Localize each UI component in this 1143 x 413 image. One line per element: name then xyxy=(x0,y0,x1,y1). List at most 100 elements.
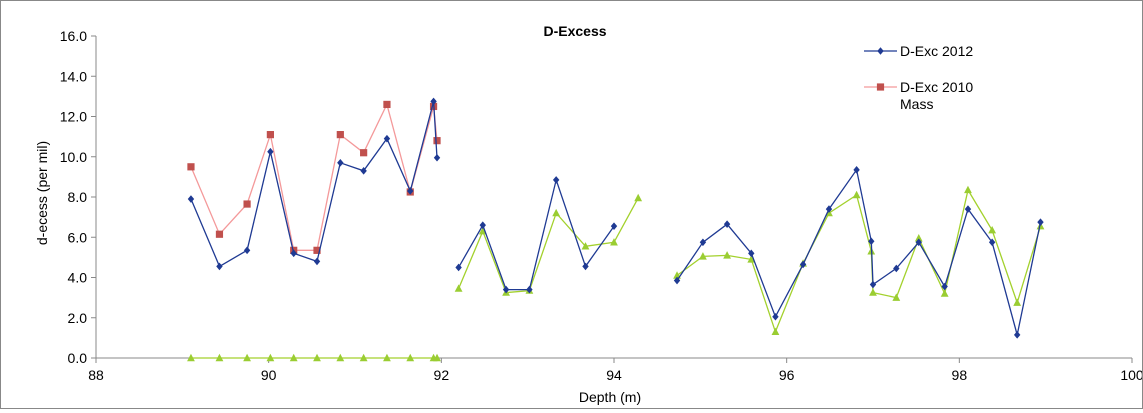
data-point-diamond xyxy=(1013,331,1021,339)
data-point-diamond xyxy=(853,166,860,174)
data-point-square xyxy=(433,137,441,145)
data-point-triangle xyxy=(610,238,618,246)
series-unlabeled-2 xyxy=(187,185,1045,362)
data-point-square xyxy=(243,200,251,208)
data-point-diamond xyxy=(455,263,462,272)
data-point-triangle xyxy=(215,353,224,362)
series-d-exc-2010-mass xyxy=(187,100,441,254)
tick-labels: 0.0 2.0 4.0 6.0 8.0 10.0 12.0 14.0 16.0 88 90 92 94 9… xyxy=(60,28,1143,383)
data-point-diamond xyxy=(673,276,681,285)
data-point-triangle xyxy=(552,208,561,217)
data-point-diamond xyxy=(868,237,875,246)
data-point-square xyxy=(336,131,344,139)
data-point-diamond xyxy=(915,238,922,247)
data-point-diamond xyxy=(407,187,414,195)
data-point-diamond xyxy=(988,238,996,247)
series-d-exc-2012 xyxy=(187,97,1044,339)
data-point-diamond xyxy=(216,262,223,271)
series-line xyxy=(190,101,438,268)
data-point-diamond xyxy=(337,158,344,167)
data-point-triangle xyxy=(747,255,756,263)
data-point-triangle xyxy=(1013,298,1022,306)
data-point-triangle xyxy=(478,227,487,235)
chart-title: D-Excess xyxy=(543,23,606,39)
data-point-square xyxy=(215,230,224,238)
data-point-triangle xyxy=(433,353,441,362)
data-point-diamond xyxy=(383,134,391,143)
data-point-diamond xyxy=(360,167,367,175)
data-point-diamond xyxy=(723,220,731,228)
data-point-triangle xyxy=(892,293,901,301)
data-point-diamond xyxy=(877,47,884,55)
data-point-triangle xyxy=(243,353,251,362)
data-point-diamond xyxy=(699,238,707,247)
y-tick-label: 12.0 xyxy=(60,109,87,125)
data-point-square xyxy=(383,100,391,109)
data-point-triangle xyxy=(289,353,298,362)
legend-entry: D-Exc 2010 Mass xyxy=(864,79,973,112)
data-point-diamond xyxy=(610,222,618,230)
series-line xyxy=(190,102,438,251)
series-line xyxy=(676,188,1042,334)
data-point-diamond xyxy=(290,249,297,258)
data-point-triangle xyxy=(187,353,195,362)
legend: D-Exc 2012 D-Exc 2010 Mass xyxy=(864,43,973,112)
data-point-triangle xyxy=(869,288,877,296)
data-point-triangle xyxy=(914,234,923,242)
data-point-diamond xyxy=(433,153,441,162)
data-point-triangle xyxy=(940,289,949,297)
y-tick-label: 14.0 xyxy=(60,68,87,84)
data-point-triangle xyxy=(454,284,463,292)
y-tick-label: 8.0 xyxy=(68,189,88,205)
y-tick-label: 16.0 xyxy=(60,28,87,44)
data-point-diamond xyxy=(748,249,755,258)
data-point-diamond xyxy=(893,264,900,273)
data-point-triangle xyxy=(723,251,731,259)
data-point-diamond xyxy=(479,221,486,229)
data-point-triangle xyxy=(771,327,780,336)
legend-entry: D-Exc 2012 xyxy=(864,43,973,59)
data-point-diamond xyxy=(1037,218,1044,226)
data-point-diamond xyxy=(799,260,807,269)
plot-area xyxy=(187,97,1045,362)
x-tick-label: 88 xyxy=(88,367,104,383)
data-point-triangle xyxy=(988,226,997,234)
data-point-triangle xyxy=(383,353,391,362)
data-point-diamond xyxy=(552,176,560,184)
x-tick-label: 100 xyxy=(1120,367,1142,383)
series-line xyxy=(458,197,639,294)
legend-label: D-Exc 2010 Mass xyxy=(900,79,973,112)
axes xyxy=(91,35,1133,363)
data-point-triangle xyxy=(313,353,321,362)
data-point-diamond xyxy=(313,257,321,266)
data-point-square xyxy=(187,163,195,171)
x-tick-label: 98 xyxy=(952,367,968,383)
data-point-diamond xyxy=(430,97,437,106)
y-tick-label: 4.0 xyxy=(68,270,88,286)
y-tick-label: 2.0 xyxy=(68,310,88,326)
data-point-triangle xyxy=(359,353,368,362)
data-point-square xyxy=(266,131,274,139)
data-point-triangle xyxy=(699,252,707,260)
data-point-square xyxy=(876,83,885,91)
data-point-triangle xyxy=(852,190,861,199)
data-point-triangle xyxy=(964,185,972,194)
data-point-square xyxy=(360,149,368,157)
data-point-diamond xyxy=(869,280,877,289)
x-tick-label: 92 xyxy=(434,367,450,383)
legend-label: D-Exc 2012 xyxy=(900,43,973,59)
y-tick-label: 10.0 xyxy=(60,149,87,165)
data-point-triangle xyxy=(406,353,415,362)
data-point-diamond xyxy=(964,205,972,213)
series-line xyxy=(676,168,1042,336)
y-axis-label: d-ecess (per mil) xyxy=(34,141,50,245)
data-point-triangle xyxy=(336,353,345,362)
data-point-diamond xyxy=(187,195,195,203)
data-point-diamond xyxy=(825,205,833,213)
data-point-diamond xyxy=(267,147,274,156)
data-point-square xyxy=(313,246,321,254)
data-point-triangle xyxy=(266,353,275,362)
data-point-diamond xyxy=(502,285,510,294)
